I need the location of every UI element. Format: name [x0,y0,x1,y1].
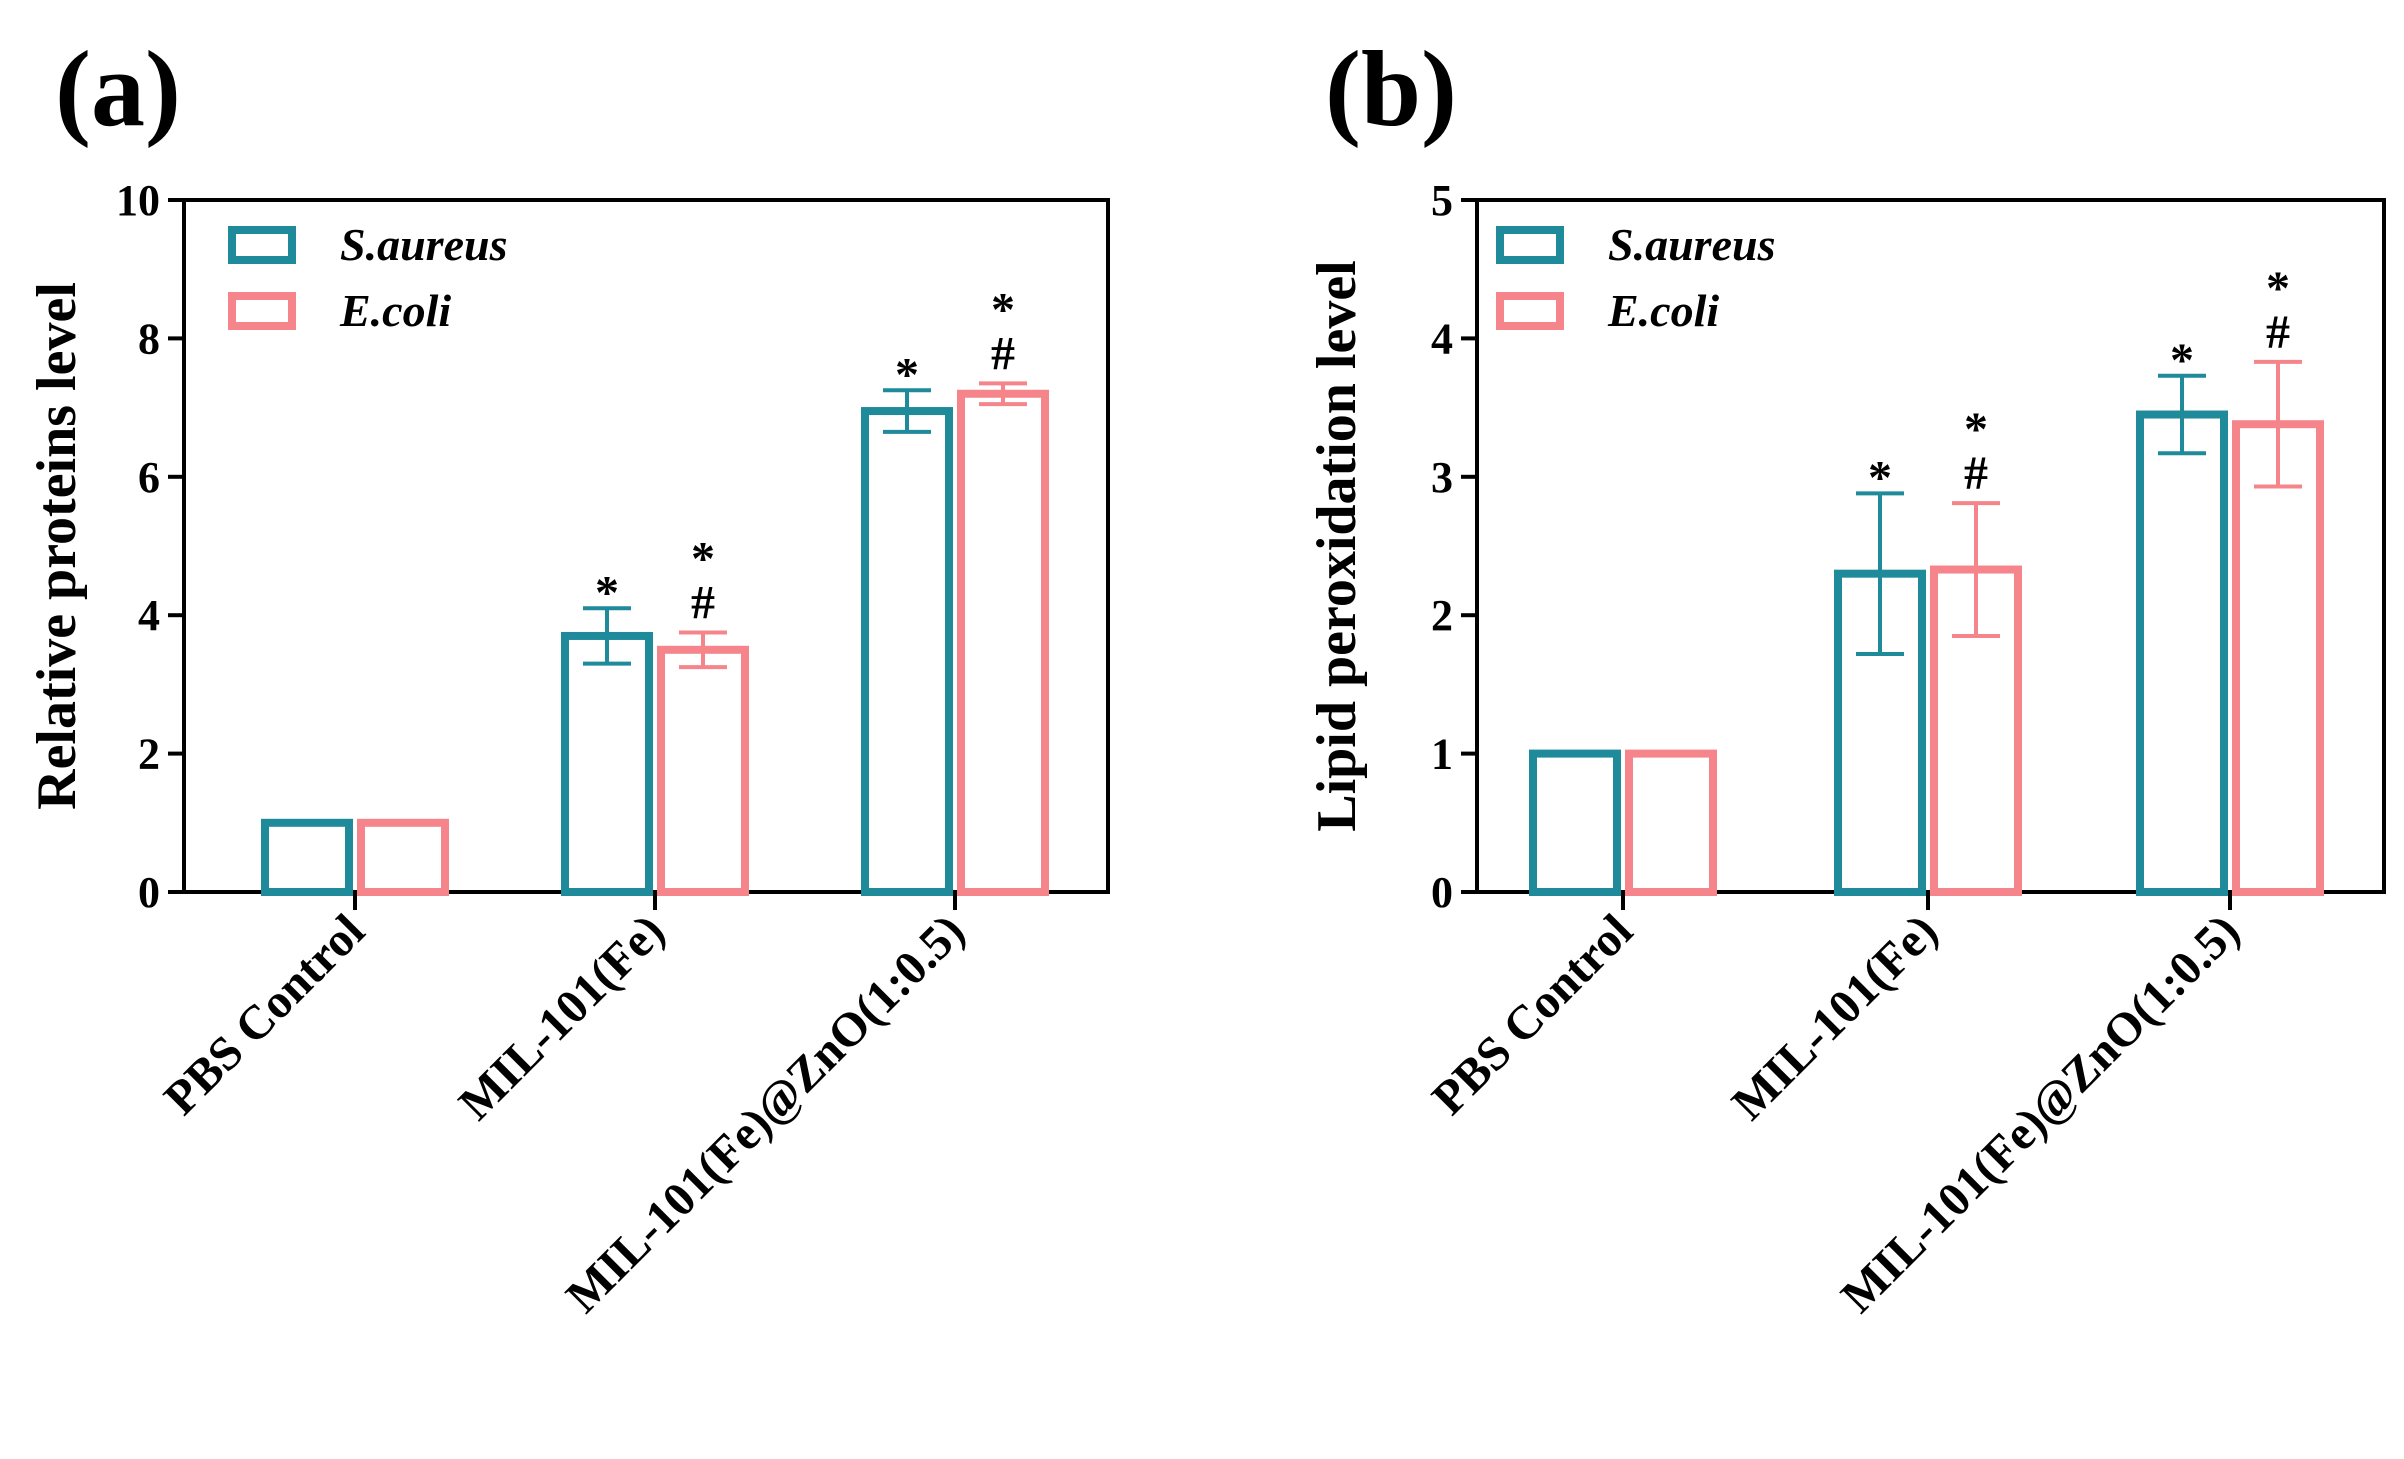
x-category-label: MIL-101(Fe) [1722,904,1948,1130]
legend-swatch [1496,226,1564,264]
significance-mark: * # [991,283,1015,380]
y-tick-label: 0 [138,868,160,917]
legend-label: S.aureus [1608,219,1775,270]
x-category-label: MIL-101(Fe) [449,904,675,1130]
y-axis-title: Lipid peroxidation level [1306,260,1368,831]
bar [357,818,449,896]
y-tick-label: 4 [1431,314,1453,363]
y-tick-label: 4 [138,591,160,640]
significance-mark: * # [691,533,715,630]
x-category-label: PBS Control [1422,904,1643,1125]
legend-label: E.coli [1607,285,1719,336]
bar [1625,749,1717,896]
bar [2136,410,2228,896]
panel-label: (b) [1325,30,1457,149]
y-tick-label: 1 [1431,730,1453,779]
y-tick-label: 3 [1431,453,1453,502]
significance-mark: * [1868,451,1892,504]
bar [1529,749,1621,896]
y-tick-label: 2 [138,730,160,779]
significance-mark: * # [2266,262,2290,359]
y-tick-label: 2 [1431,591,1453,640]
chart-panel-0: (a) 0 2 4 6 8 10 Relative proteins level PBS Con… [26,30,1110,1323]
y-tick-label: 0 [1431,868,1453,917]
bar [657,645,749,896]
bar [957,389,1049,896]
x-category-label: PBS Control [154,904,375,1125]
legend-label: E.coli [339,285,451,336]
significance-mark: * [595,566,619,619]
chart-panel-1: (b) 0 1 2 3 4 5 Lipid peroxidation level PBS Con… [1306,30,2386,1323]
y-tick-label: 10 [116,176,160,225]
y-tick-label: 6 [138,453,160,502]
bar [261,818,353,896]
legend-swatch [228,292,296,330]
legend-label: S.aureus [340,219,507,270]
legend-swatch [1496,292,1564,330]
y-tick-label: 8 [138,314,160,363]
bar [1834,569,1926,896]
significance-mark: * # [1964,403,1988,500]
bar [561,631,653,897]
bar [2232,420,2324,896]
significance-mark: * [895,348,919,401]
panel-label: (a) [55,30,181,149]
bar [861,407,953,896]
y-axis-title: Relative proteins level [26,282,88,810]
legend-swatch [228,226,296,264]
significance-mark: * [2170,334,2194,387]
y-tick-label: 5 [1431,176,1453,225]
